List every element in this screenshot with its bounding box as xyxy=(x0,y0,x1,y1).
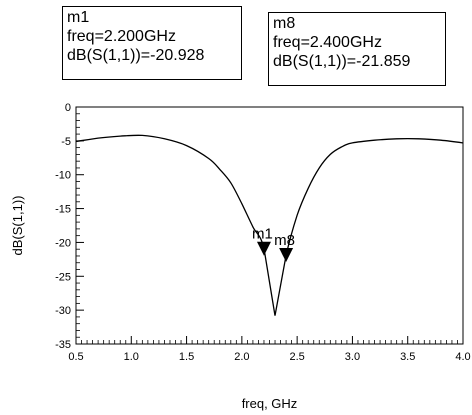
y-tick-label: -20 xyxy=(55,237,71,249)
x-tick-label: 4.0 xyxy=(455,351,470,363)
x-tick-label: 2.0 xyxy=(234,351,249,363)
x-tick-label: 2.5 xyxy=(289,351,304,363)
marker-m1-triangle xyxy=(256,241,271,256)
x-tick-label: 3.5 xyxy=(400,351,415,363)
s11-curve xyxy=(75,134,464,316)
y-tick-label: -5 xyxy=(61,136,71,148)
marker-m8-triangle xyxy=(279,248,294,263)
marker-readout-m1-name: m1 xyxy=(67,9,90,26)
marker-readout-m1-value: dB(S(1,1))=-20.928 xyxy=(67,47,205,64)
tick-labels-layer: 0.5 1.0 1.5 2.0 2.5 3.0 3.5 4.0 0 -5 -10 -15 -20 -25 -… xyxy=(55,102,471,363)
marker-readout-m8-freq: freq=2.400GHz xyxy=(273,34,382,51)
x-tick-label: 1.0 xyxy=(124,351,139,363)
y-tick-label: -15 xyxy=(55,204,71,216)
y-tick-label: 0 xyxy=(65,102,71,114)
x-tick-label: 3.0 xyxy=(345,351,360,363)
marker-readout-m1-freq: freq=2.200GHz xyxy=(67,28,176,45)
x-tick-label: 0.5 xyxy=(68,351,83,363)
x-tick-label: 1.5 xyxy=(179,351,194,363)
marker-readout-m1: m1 freq=2.200GHz dB(S(1,1))=-20.928 xyxy=(62,6,242,80)
marker-m1-label: m1 xyxy=(252,226,273,243)
y-tick-label: -35 xyxy=(55,339,71,351)
marker-readout-m8-value: dB(S(1,1))=-21.859 xyxy=(273,53,411,70)
marker-m8-label: m8 xyxy=(274,232,295,249)
marker-readout-m8: m8 freq=2.400GHz dB(S(1,1))=-21.859 xyxy=(268,12,446,86)
y-tick-label: -30 xyxy=(55,305,71,317)
y-axis-title: dB(S(1,1)) xyxy=(10,196,25,256)
plot-frame xyxy=(75,106,464,345)
marker-readout-m8-name: m8 xyxy=(273,15,296,32)
y-tick-label: -25 xyxy=(55,271,71,283)
x-axis-title: freq, GHz xyxy=(242,396,298,411)
markers-layer: m1 m8 xyxy=(252,226,295,263)
y-tick-label: -10 xyxy=(55,170,71,182)
